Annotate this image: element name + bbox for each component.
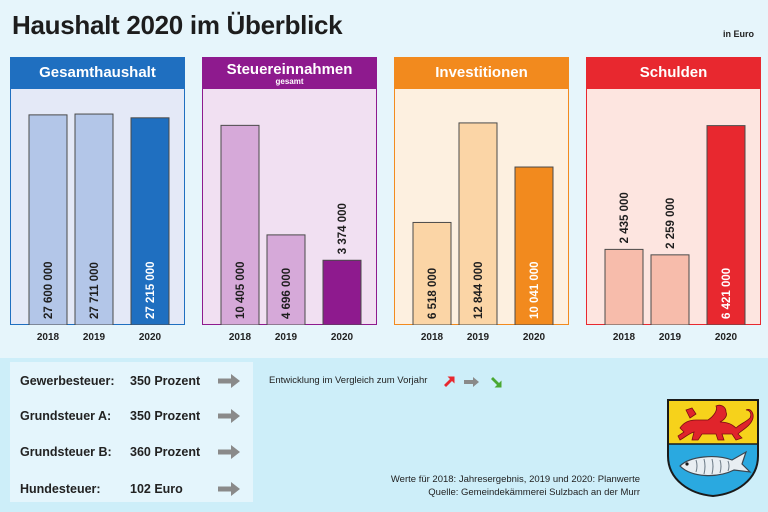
bar-2019 [458,122,498,325]
chart-panel-steuereinnahmen: Steuereinnahmen gesamt 10 405 000 4 696 00… [202,57,377,325]
coat-of-arms-icon [667,399,759,498]
bar-value-label: 27 600 000 [43,261,55,319]
tax-label: Hundesteuer: [20,482,101,496]
tax-label: Grundsteuer B: [20,445,112,459]
bar-2018 [604,248,644,325]
bar-chart-investitionen: 6 518 000 12 844 000 10 041 000 [412,122,554,325]
trend-up-arrow-icon [444,376,455,387]
lion-icon [677,404,754,441]
year-tick-label: 2019 [466,332,490,343]
year-tick-label: 2020 [138,332,162,343]
panel-title: Schulden [586,57,761,89]
year-tick-label: 2020 [330,332,354,343]
bar-2020 [706,125,746,325]
panel-title-text: Schulden [639,64,708,81]
unit-label: in Euro [723,29,754,39]
bar-chart-steuereinnahmen: 10 405 000 4 696 000 3 374 000 [220,124,362,325]
tax-value: 102 Euro [130,482,183,496]
tax-label: Grundsteuer A: [20,409,112,423]
bar-value-label: 12 844 000 [473,261,485,319]
year-tick-label: 2020 [714,332,738,343]
panel-title: Gesamthaushalt [10,57,185,89]
bar-value-label: 6 421 000 [721,268,733,319]
page-title: Haushalt 2020 im Überblick [12,10,343,40]
trend-legend-text: Entwicklung im Vergleich zum Vorjahr [269,375,428,386]
tax-rates-box [10,362,253,502]
trend-down-arrow-icon [491,377,502,388]
bar-2019 [266,234,306,325]
chart-panel-schulden: Schulden 2 435 000 2 259 000 6 421 000 [586,57,761,325]
panel-title: Investitionen [394,57,569,89]
bar-2020 [514,166,554,325]
fish-icon [679,450,752,477]
year-tick-label: 2019 [82,332,106,343]
year-tick-label: 2018 [228,332,252,343]
note-source: Quelle: Gemeindekämmerei Sulzbach an der… [428,487,640,498]
trend-flat-arrow-icon [218,482,240,496]
bar-2018 [220,124,260,325]
bar-value-label: 27 711 000 [89,262,101,319]
bar-2019 [74,113,114,325]
year-tick-label: 2018 [36,332,60,343]
bar-value-label: 2 435 000 [619,192,631,243]
panel-title-text: Investitionen [435,64,528,81]
bar-chart-gesamthaushalt: 27 600 000 27 711 000 27 215 000 [28,113,170,325]
bar-chart-schulden: 2 435 000 2 259 000 6 421 000 [604,125,746,325]
bar-2019 [650,254,690,325]
chart-panel-gesamthaushalt: Gesamthaushalt 27 600 000 27 711 000 27 21… [10,57,185,325]
note-values: Werte für 2018: Jahresergebnis, 2019 und… [390,474,640,485]
bar-2020 [130,117,170,325]
bar-value-label: 10 041 000 [529,261,541,319]
year-tick-label: 2019 [274,332,298,343]
year-tick-label: 2020 [522,332,546,343]
bar-value-label: 6 518 000 [427,268,439,319]
tax-value: 350 Prozent [130,374,201,388]
bar-value-label: 10 405 000 [235,261,247,319]
panel-title-text: Gesamthaushalt [39,64,156,81]
trend-flat-arrow-icon [218,409,240,423]
chart-panel-investitionen: Investitionen 6 518 000 12 844 000 10 041 … [394,57,569,325]
bar-2018 [28,114,68,325]
panel-title-text: Steuereinnahmen [226,61,353,78]
trend-flat-arrow-icon [218,374,240,388]
year-tick-label: 2018 [420,332,444,343]
tax-value: 350 Prozent [130,409,201,423]
tax-value: 360 Prozent [130,445,201,459]
bar-2020 [322,259,362,325]
year-tick-label: 2018 [612,332,636,343]
trend-flat-arrow-icon [464,377,479,387]
bar-value-label: 2 259 000 [665,198,677,249]
bar-2018 [412,221,452,325]
panel-title: Steuereinnahmen gesamt [202,57,377,89]
bar-value-label: 27 215 000 [145,261,157,319]
bar-value-label: 3 374 000 [337,203,349,254]
trend-flat-arrow-icon [218,445,240,459]
bar-value-label: 4 696 000 [281,268,293,319]
year-tick-label: 2019 [658,332,682,343]
panel-subtitle: gesamt [275,77,304,86]
tax-label: Gewerbesteuer: [20,374,115,388]
